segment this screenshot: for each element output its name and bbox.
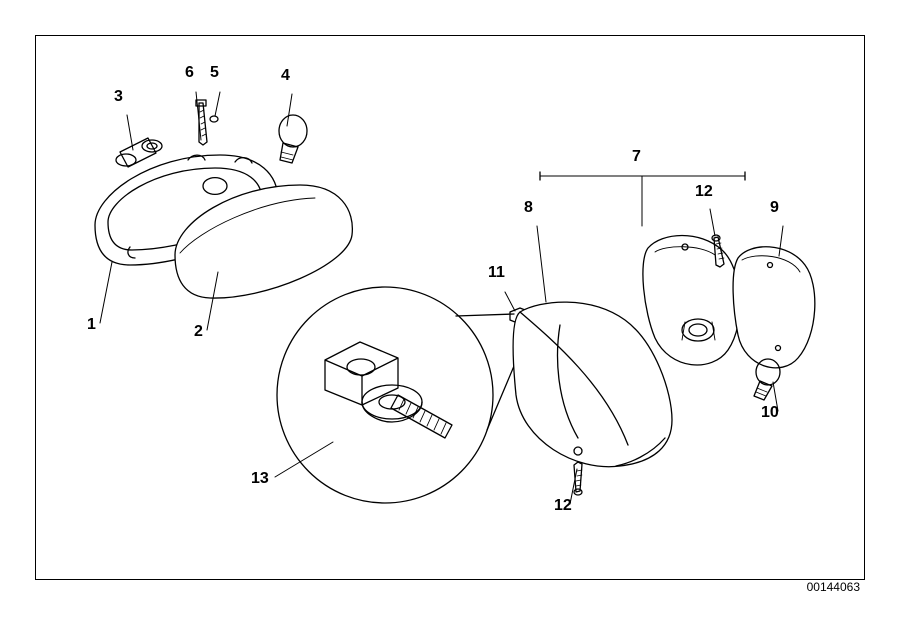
callout-1: 1 <box>87 316 96 334</box>
callout-12: 12 <box>554 497 572 515</box>
callout-7: 7 <box>632 148 641 166</box>
callout-11: 11 <box>488 264 505 282</box>
callout-3: 3 <box>114 88 123 106</box>
callout-10: 10 <box>761 404 779 422</box>
callout-5: 5 <box>210 64 219 82</box>
callout-8: 8 <box>524 199 533 217</box>
parts-diagram-svg <box>0 0 900 636</box>
callout-6: 6 <box>185 64 194 82</box>
callout-9: 9 <box>770 199 779 217</box>
callout-12: 12 <box>695 183 713 201</box>
callout-13: 13 <box>251 470 269 488</box>
callout-4: 4 <box>281 67 290 85</box>
callout-2: 2 <box>194 323 203 341</box>
